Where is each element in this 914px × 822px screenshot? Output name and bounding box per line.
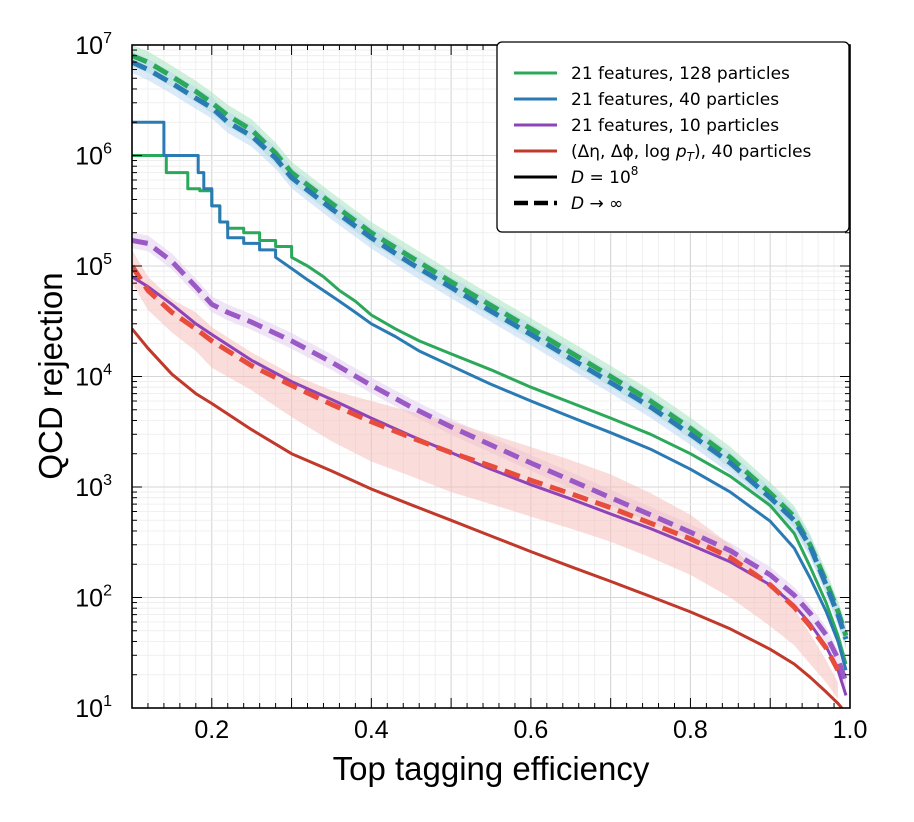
x-tick-label: 0.2 <box>194 716 229 744</box>
legend: 21 features, 128 particles 21 features, 4… <box>496 41 850 233</box>
line-21-features-10-particles-d <box>132 238 849 684</box>
y-tick-label: 104 <box>75 362 112 392</box>
x-tick-labels: 0.2 0.4 0.6 0.8 1.0 <box>194 716 867 744</box>
legend-box <box>496 41 850 233</box>
band-log-pt-40-particles-d <box>132 249 838 700</box>
legend-label-green: 21 features, 128 particles <box>571 64 790 84</box>
x-tick-label: 0.8 <box>673 716 708 744</box>
y-tick-label: 105 <box>75 251 112 281</box>
legend-label-purple: 21 features, 10 particles <box>571 116 779 136</box>
line-21-features-40-particles-d-10-8 <box>132 120 848 671</box>
y-tick-label: 102 <box>75 583 112 613</box>
line-21-features-40-particles-d <box>132 59 849 640</box>
line-21-features-128-particles-d-10-8 <box>132 154 848 665</box>
legend-label-d-finite: D = 108 <box>571 164 638 188</box>
y-axis-label: QCD rejection <box>32 272 69 479</box>
band-21-features-40-particles-d <box>132 51 846 650</box>
y-tick-label: 107 <box>75 30 112 60</box>
band-21-features-10-particles-d <box>132 232 846 691</box>
y-tick-label: 103 <box>75 472 112 502</box>
x-tick-label: 1.0 <box>833 716 868 744</box>
y-tick-labels: 101 102 103 104 105 106 107 <box>75 30 112 723</box>
x-axis-label: Top tagging efficiency <box>333 750 650 787</box>
legend-label-d-infinite: D → ∞ <box>571 194 623 214</box>
x-tick-label: 0.4 <box>354 716 389 744</box>
line-log-pt-40-particles-d <box>132 264 841 672</box>
legend-label-blue: 21 features, 40 particles <box>571 90 779 110</box>
y-tick-label: 101 <box>75 693 112 723</box>
y-tick-label: 106 <box>75 141 112 171</box>
line-log-pt-40-particles-d-10-8 <box>132 327 844 708</box>
legend-label-red: (Δη, Δϕ, log pT), 40 particles <box>571 142 812 164</box>
x-tick-label: 0.6 <box>514 716 549 744</box>
series-lines <box>132 53 849 708</box>
line-21-features-128-particles-d <box>132 53 849 637</box>
